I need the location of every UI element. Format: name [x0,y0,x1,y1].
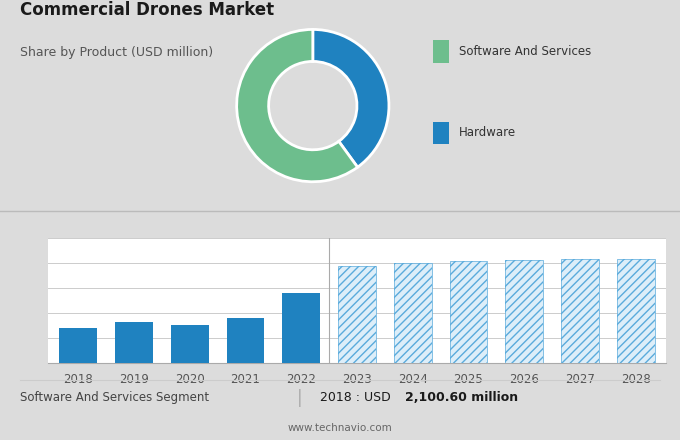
Wedge shape [237,29,358,182]
Text: Commercial Drones Market: Commercial Drones Market [20,1,275,19]
Bar [505,260,543,363]
Bar [617,259,655,363]
Bar [115,322,153,363]
Bar [433,122,449,144]
Bar [505,260,543,363]
Text: Share by Product (USD million): Share by Product (USD million) [20,47,214,59]
Bar [561,259,599,363]
Bar [338,266,376,363]
Bar [59,328,97,363]
Bar [338,266,376,363]
Text: Software And Services: Software And Services [460,45,592,58]
Bar [449,261,488,363]
Bar [394,263,432,363]
Bar [394,263,432,363]
Bar [282,293,320,363]
Bar [617,259,655,363]
Text: www.technavio.com: www.technavio.com [288,423,392,433]
Text: Hardware: Hardware [460,126,517,139]
Text: |: | [296,389,302,407]
Bar [433,40,449,63]
Bar [171,325,209,363]
Bar [561,259,599,363]
Bar [449,261,488,363]
Wedge shape [313,29,389,167]
Bar [226,318,265,363]
Text: 2,100.60 million: 2,100.60 million [405,391,517,404]
Text: 2018 : USD: 2018 : USD [320,391,394,404]
Text: Software And Services Segment: Software And Services Segment [20,391,209,404]
